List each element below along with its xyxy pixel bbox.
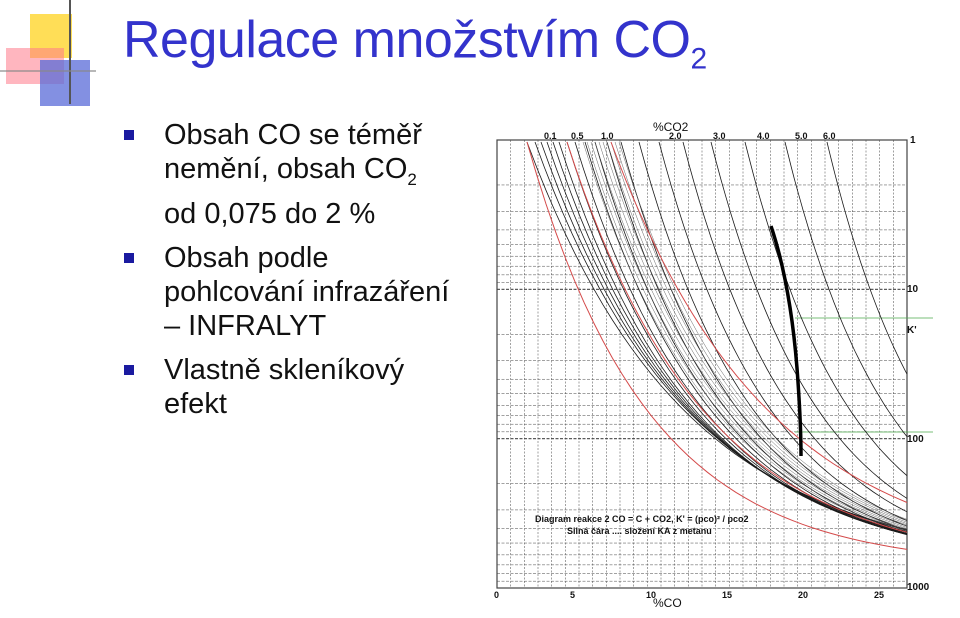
top-tick-label: 4.0 — [757, 131, 770, 141]
bottom-tick-label: 10 — [646, 590, 656, 600]
chart-curve-dotted — [614, 141, 908, 522]
right-tick-label: 100 — [907, 434, 924, 445]
chart-curve-red — [610, 141, 908, 503]
chart-curve — [620, 141, 908, 531]
bottom-tick-label: 0 — [494, 590, 499, 600]
chart-curve — [566, 141, 908, 535]
chart-labels: 0.1 0.5 1.0 2.0 3.0 4.0 5.0 6.0 0 5 10 15 20 25 1 10 K' 1… — [494, 131, 930, 600]
chart-curve-dotted — [606, 141, 908, 524]
chart-curve — [744, 141, 908, 477]
chart-curve — [558, 141, 908, 535]
chart-curve — [606, 141, 908, 533]
chart-grid — [496, 139, 933, 589]
chart-curve-dotted — [594, 141, 908, 528]
decor-blue-square — [40, 60, 90, 106]
chart-curve-dotted — [586, 141, 908, 530]
bullet-item: Vlastně skleníkový efekt — [124, 353, 454, 421]
bullet-square-icon — [124, 252, 134, 263]
bullet-item: Obsah podle pohlcování infrazáření – INF… — [124, 241, 454, 343]
chart-curve-dotted — [590, 141, 908, 529]
chart-curve — [526, 141, 908, 530]
top-tick-label: 3.0 — [713, 131, 726, 141]
chart-curve — [534, 141, 908, 531]
co-co2-diagram: 0.1 0.5 1.0 2.0 3.0 4.0 5.0 6.0 0 5 10 15 20 25 1 10 K' 1… — [494, 120, 933, 610]
top-tick-label: 1.0 — [601, 131, 614, 141]
chart-curve — [658, 141, 908, 521]
right-tick-label: 1 — [910, 135, 916, 146]
chart-curve — [710, 141, 908, 499]
decor-horizontal-line — [0, 70, 96, 72]
chart-curve — [784, 141, 908, 437]
slide-title: Regulace množstvím CO2 — [123, 11, 707, 76]
bullet-square-icon — [124, 130, 134, 140]
top-tick-label: 6.0 — [823, 131, 836, 141]
top-tick-label: 0.5 — [571, 131, 584, 141]
chart-curve — [682, 141, 908, 513]
chart-curve-dotted — [618, 141, 908, 520]
top-tick-label: 5.0 — [795, 131, 808, 141]
decor-vertical-line — [69, 0, 71, 104]
top-axis-label: %CO2 — [653, 120, 689, 134]
bullet-text: Vlastně skleníkový efekt — [164, 353, 405, 420]
chart-curve-dotted — [602, 141, 908, 526]
chart-curve — [574, 141, 908, 536]
bottom-tick-label: 20 — [798, 590, 808, 600]
bottom-axis-label: %CO — [653, 596, 682, 610]
bullet-list: Obsah CO se téměř nemění, obsah CO2 od 0… — [124, 118, 454, 431]
top-tick-label: 2.0 — [669, 131, 682, 141]
right-tick-label: 1000 — [907, 582, 930, 593]
chart-caption-line1: Diagram reakce 2 CO = C + CO2, K' = (pco… — [535, 514, 748, 524]
methane-composition-line — [769, 225, 803, 457]
right-tick-label: K' — [907, 325, 917, 336]
chart-curve-red — [566, 141, 908, 533]
chart-curve — [826, 141, 908, 375]
chart-curve-dotted — [610, 141, 908, 523]
bullet-text: Obsah CO se téměř nemění, obsah CO2 od 0… — [164, 119, 422, 230]
bottom-tick-label: 25 — [874, 590, 884, 600]
chart-curve-red — [526, 141, 908, 550]
bottom-tick-label: 15 — [722, 590, 732, 600]
chart-caption-line2: Silná čára .... složení KA z metanu — [567, 526, 712, 536]
right-tick-label: 10 — [907, 284, 919, 295]
chart-curve — [584, 141, 908, 535]
bullet-item: Obsah CO se téměř nemění, obsah CO2 od 0… — [124, 118, 454, 231]
bottom-tick-label: 5 — [570, 590, 575, 600]
chart-curves — [526, 141, 908, 550]
chart-curve-dotted — [582, 141, 908, 532]
top-tick-label: 0.1 — [544, 131, 557, 141]
bullet-square-icon — [124, 364, 134, 375]
chart-curve-dotted — [598, 141, 908, 527]
bullet-text: Obsah podle pohlcování infrazáření – INF… — [164, 241, 450, 342]
